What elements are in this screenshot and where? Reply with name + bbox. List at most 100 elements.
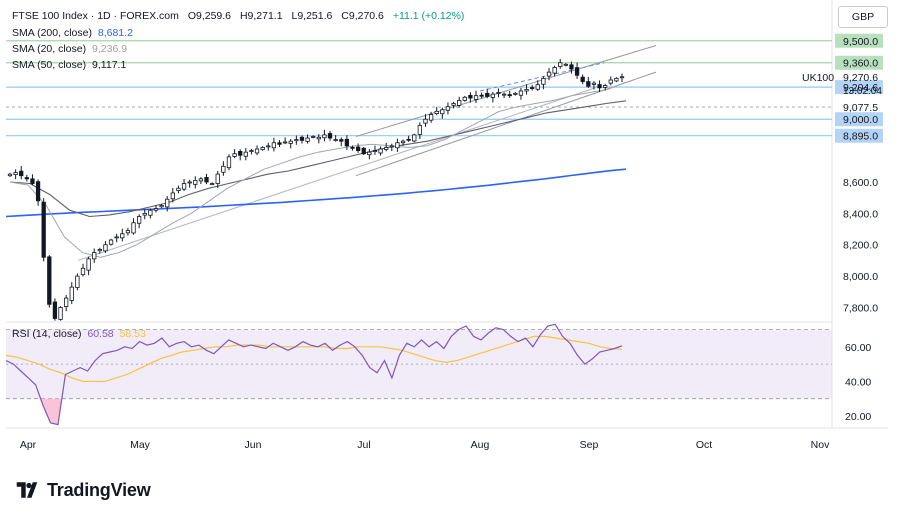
currency-selector[interactable]: GBP bbox=[838, 6, 888, 28]
candle bbox=[19, 170, 24, 177]
rsi-value: 60.58 bbox=[87, 328, 114, 340]
level-label: 9,000.0 bbox=[843, 114, 878, 126]
candle bbox=[378, 148, 383, 154]
sma200-legend[interactable]: SMA (200, close) 8,681.2 bbox=[12, 27, 133, 39]
candle bbox=[468, 94, 473, 99]
candle bbox=[524, 89, 529, 92]
candle bbox=[282, 141, 288, 144]
candle bbox=[591, 82, 597, 85]
candle bbox=[204, 177, 209, 183]
candle bbox=[187, 181, 192, 184]
candle bbox=[367, 151, 372, 156]
candle bbox=[92, 252, 97, 260]
candle bbox=[47, 256, 52, 305]
candle bbox=[136, 216, 142, 224]
time-tick-label: May bbox=[130, 439, 151, 451]
low-value: L9,251.6 bbox=[291, 10, 333, 22]
rsi-tick-label: 60.00 bbox=[845, 342, 871, 354]
candle bbox=[507, 94, 512, 97]
candle bbox=[451, 103, 456, 106]
sma50-label: SMA (50, close) bbox=[12, 59, 87, 71]
candle bbox=[327, 133, 333, 139]
candle bbox=[563, 63, 568, 66]
candle bbox=[614, 78, 619, 82]
candle bbox=[238, 150, 243, 156]
time-tick-label: Jul bbox=[357, 439, 370, 451]
price-tick-label: 8,400.0 bbox=[843, 208, 878, 220]
sma20-legend[interactable]: SMA (20, close) 9,236.9 bbox=[12, 43, 127, 55]
candle bbox=[389, 145, 394, 148]
level-badge bbox=[835, 80, 883, 95]
sma50-line bbox=[9, 100, 627, 218]
level-label: 8,895.0 bbox=[843, 131, 878, 143]
candle bbox=[546, 71, 552, 77]
time-tick-label: Nov bbox=[811, 439, 830, 451]
candle bbox=[608, 79, 613, 84]
candle bbox=[80, 267, 86, 276]
sma50-legend[interactable]: SMA (50, close) 9,117.1 bbox=[12, 59, 126, 71]
candle bbox=[333, 139, 338, 142]
candle bbox=[75, 275, 80, 288]
candle bbox=[316, 136, 321, 140]
candle bbox=[165, 198, 170, 208]
candle bbox=[221, 165, 226, 173]
candle bbox=[597, 84, 602, 89]
symbol-title[interactable]: FTSE 100 Index · 1D · FOREX.com bbox=[12, 10, 179, 22]
price-chart[interactable]: 7,800.0 8,000.0 8,200.0 8,400.0 8,600.0 9,500… bbox=[0, 0, 902, 465]
candle bbox=[384, 147, 389, 150]
candle bbox=[153, 208, 159, 211]
candle bbox=[434, 110, 439, 114]
time-tick-label: Sep bbox=[580, 439, 599, 451]
candle bbox=[574, 67, 580, 76]
price-tick-label: 7,800.0 bbox=[843, 303, 878, 315]
candle bbox=[30, 178, 35, 184]
candle bbox=[86, 258, 91, 271]
candle bbox=[490, 93, 496, 98]
level-badge bbox=[835, 128, 883, 143]
level-label: 9,360.0 bbox=[843, 58, 878, 70]
sma200-value: 8,681.2 bbox=[97, 27, 133, 39]
rsi-oversold-fill bbox=[39, 398, 62, 425]
close-value: C9,270.6 bbox=[341, 10, 384, 22]
candle bbox=[496, 92, 501, 94]
candle bbox=[288, 140, 293, 144]
candle bbox=[260, 147, 265, 150]
level-badge bbox=[835, 112, 883, 127]
candle bbox=[440, 109, 445, 115]
candle bbox=[159, 205, 164, 208]
candle bbox=[170, 192, 175, 200]
candle bbox=[406, 138, 411, 141]
candle bbox=[311, 136, 316, 138]
chart-frame: 7,800.0 8,000.0 8,200.0 8,400.0 8,600.0 9,500… bbox=[0, 0, 902, 465]
candle bbox=[52, 301, 58, 319]
sma20-value: 9,236.9 bbox=[92, 43, 128, 55]
rsi-tick-label: 40.00 bbox=[845, 376, 871, 388]
candle bbox=[13, 172, 18, 176]
rsi-legend[interactable]: RSI (14, close) 60.58 58.53 bbox=[12, 328, 146, 340]
tradingview-logo-icon bbox=[16, 482, 38, 498]
candle bbox=[266, 145, 271, 148]
sma20-line bbox=[9, 81, 627, 258]
candle bbox=[209, 183, 215, 185]
high-value: H9,271.1 bbox=[239, 10, 283, 22]
trendline bbox=[77, 85, 601, 261]
last-price-symbol: UK100 bbox=[802, 72, 834, 84]
candle bbox=[400, 140, 406, 144]
candle bbox=[215, 173, 220, 184]
candle bbox=[552, 67, 557, 74]
footer: TradingView bbox=[12, 478, 151, 502]
candle bbox=[485, 92, 490, 97]
candle bbox=[142, 212, 147, 216]
countdown-label: 13:02:04 bbox=[843, 86, 882, 97]
level-label: 9,500.0 bbox=[843, 36, 878, 48]
candle bbox=[103, 244, 108, 252]
candle bbox=[58, 307, 63, 320]
candle bbox=[7, 173, 13, 177]
candle bbox=[120, 233, 125, 239]
level-label: 9,077.5 bbox=[843, 102, 878, 114]
price-tick-label: 8,000.0 bbox=[843, 271, 878, 283]
candle bbox=[344, 138, 350, 147]
rsi-tick-label: 20.00 bbox=[845, 411, 871, 423]
candle bbox=[181, 183, 187, 190]
candle bbox=[41, 201, 46, 258]
